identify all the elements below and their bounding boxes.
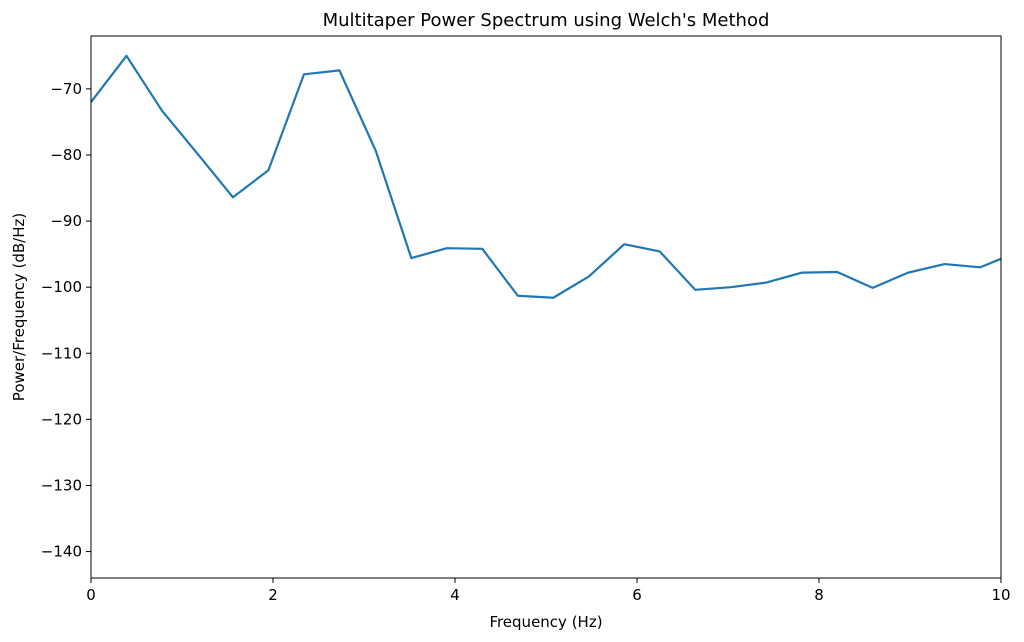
y-tick-label: −120 bbox=[41, 410, 82, 428]
chart-title: Multitaper Power Spectrum using Welch's … bbox=[323, 10, 770, 31]
y-tick-label: −110 bbox=[41, 344, 82, 362]
y-axis-label: Power/Frequency (dB/Hz) bbox=[10, 213, 28, 401]
y-tick-label: −130 bbox=[41, 476, 82, 494]
y-tick-label: −140 bbox=[41, 543, 82, 561]
x-tick-label: 0 bbox=[86, 586, 96, 604]
x-tick-label: 8 bbox=[814, 586, 824, 604]
x-tick-label: 2 bbox=[268, 586, 278, 604]
y-tick-label: −70 bbox=[50, 80, 82, 98]
series-line-0 bbox=[91, 54, 1001, 299]
axes-frame bbox=[90, 35, 1002, 579]
x-axis-label: Frequency (Hz) bbox=[489, 613, 602, 631]
y-tick-label: −90 bbox=[50, 212, 82, 230]
plot-area: 0 2 4 6 8 10 −70 −80 −90 −100 −110 −120 −130 −140 bbox=[41, 35, 1011, 604]
x-tick-label: 6 bbox=[632, 586, 642, 604]
y-tick-label: −100 bbox=[41, 278, 82, 296]
x-tick-label: 4 bbox=[450, 586, 460, 604]
x-tick-label: 10 bbox=[991, 586, 1010, 604]
y-tick-label: −80 bbox=[50, 146, 82, 164]
